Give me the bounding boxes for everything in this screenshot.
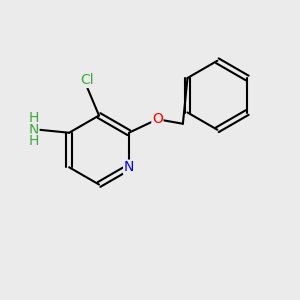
Text: H: H (28, 134, 39, 148)
Text: Cl: Cl (80, 74, 94, 87)
Text: H: H (28, 111, 39, 125)
Text: O: O (152, 112, 163, 126)
Text: N: N (124, 160, 134, 174)
Text: N: N (28, 123, 39, 137)
